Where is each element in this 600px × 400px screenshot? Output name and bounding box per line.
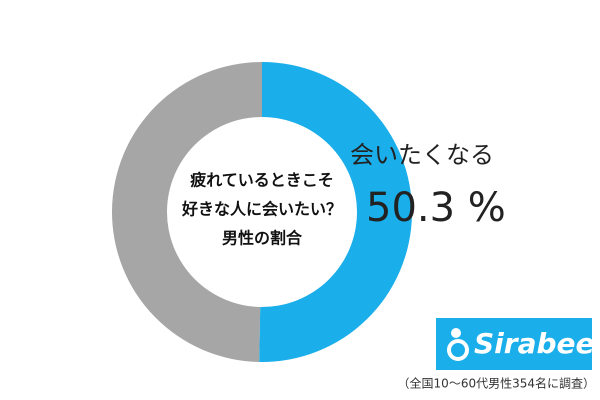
category-label: 会いたくなる [350,141,494,169]
center-text: 好きな人に会いたい？ [181,200,342,219]
note: （全国10～60代男性354名に調査） [398,376,595,391]
donut-segment [111,62,262,362]
center-text: 疲れているときこそ [190,171,334,190]
logo-text: Sirabee [474,327,595,360]
center-text: 男性の割合 [222,229,303,248]
logo-icon [447,328,469,361]
value-label: 50.3 % [366,185,506,231]
donut-segment [259,62,412,362]
